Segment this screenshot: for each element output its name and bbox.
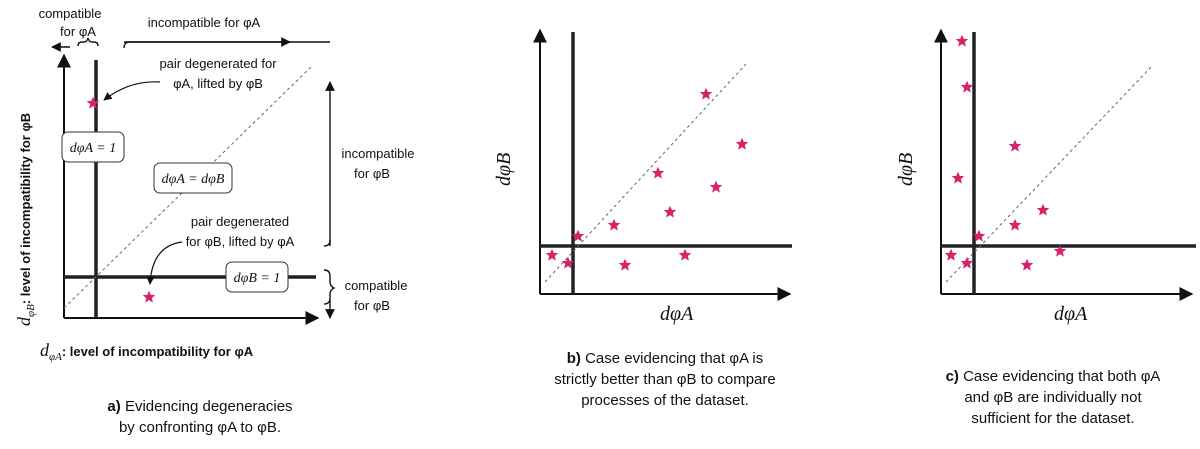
panel-c-star (1036, 203, 1050, 216)
panel-b-star (678, 248, 692, 261)
panel-b-star (699, 87, 713, 100)
panel-c-caption-line3: sufficient for the dataset. (971, 410, 1135, 427)
panel-a-compatible-A-brace (77, 37, 99, 47)
panel-c-diagonal (945, 65, 1153, 283)
panel-b-caption-line3: processes of the dataset. (581, 392, 749, 409)
panel-a-compatible-A-for: for φA (60, 24, 96, 39)
panel-c-caption-line2: and φB are individually not (964, 389, 1142, 406)
panel-a-incompatible-A-label: incompatible for φA (148, 15, 261, 30)
panel-a-incompatible-B-brace (323, 239, 331, 247)
panel-c-xlabel: dφA (1054, 303, 1088, 325)
panel-a-diagonal (63, 65, 313, 309)
panel-a-annotation-2-arrow (146, 241, 183, 285)
panel-c-star (1020, 258, 1034, 271)
panel-b-diagonal (544, 63, 747, 283)
panel-a: dφB: level of incompatibility for φB dφA… (14, 6, 415, 363)
panel-b: dφB dφA (493, 28, 792, 325)
panel-c: dφB dφA (895, 28, 1196, 325)
panel-a-box-dB-text: dφB = 1 (234, 271, 281, 286)
panel-a-compatible-B-brace (323, 269, 336, 305)
panel-b-star (735, 137, 749, 150)
panel-c-star (960, 80, 974, 93)
panel-b-caption: b) Case evidencing that φA is strictly b… (500, 348, 830, 411)
panel-b-ylabel: dφB (493, 153, 515, 186)
panel-c-star (955, 34, 969, 47)
panel-a-incompatible-B-label: incompatible (342, 146, 415, 161)
panel-b-star (545, 248, 559, 261)
panel-b-star (651, 166, 665, 179)
panel-a-box-diag-text: dφA = dφB (162, 172, 225, 187)
panel-c-star (960, 256, 974, 269)
panel-a-box-dA-text: dφA = 1 (70, 141, 117, 156)
panel-b-caption-line1: Case evidencing that φA is (585, 350, 764, 367)
panel-b-star (663, 205, 677, 218)
panel-a-compatible-B-for: for φB (354, 298, 390, 313)
panel-a-annotation-1-line2: φA, lifted by φB (173, 76, 263, 91)
panel-a-annotation-1-line1: pair degenerated for (159, 56, 277, 71)
panel-a-incompatible-B-for: for φB (354, 166, 390, 181)
panel-a-caption-prefix: a) (107, 398, 121, 415)
panel-a-xlabel: dφA: level of incompatibility for φA (40, 340, 254, 363)
panel-b-star (607, 218, 621, 231)
panel-c-star (1008, 139, 1022, 152)
panel-c-star (951, 171, 965, 184)
panel-a-compatible-A-label: compatible (39, 6, 102, 21)
panel-a-caption: a) Evidencing degeneracies by confrontin… (40, 396, 360, 438)
panel-c-ylabel: dφB (895, 153, 917, 186)
panel-a-annotation-1-arrow (103, 81, 161, 101)
panel-a-box-dB (225, 261, 289, 293)
panel-c-star (1008, 218, 1022, 231)
panel-a-caption-line2: by confronting φA to φB. (118, 419, 282, 436)
panel-a-box-dA (61, 131, 125, 163)
panel-a-box-diag (153, 162, 233, 194)
panel-b-xlabel: dφA (660, 303, 694, 325)
panel-c-caption-prefix: c) (945, 368, 959, 385)
panel-b-star (618, 258, 632, 271)
panel-a-compatible-B-label: compatible (345, 278, 408, 293)
panel-a-incompatible-A-brace (123, 41, 330, 49)
panel-b-star (709, 180, 723, 193)
panel-a-annotation-2-line1: pair degenerated (191, 214, 289, 229)
panel-c-star (944, 248, 958, 261)
panel-c-caption: c) Case evidencing that both φA and φB a… (908, 366, 1198, 429)
panel-a-star (142, 290, 156, 303)
panel-c-caption-line1: Case evidencing that both φA (963, 368, 1161, 385)
panel-a-caption-line1: Evidencing degeneracies (124, 398, 293, 415)
panel-b-caption-line2: strictly better than φB to compare (554, 371, 776, 388)
panel-b-caption-prefix: b) (566, 350, 581, 367)
panel-a-annotation-2-line2: for φB, lifted by φA (186, 234, 295, 249)
panel-a-ylabel: dφB: level of incompatibility for φB (14, 113, 37, 326)
